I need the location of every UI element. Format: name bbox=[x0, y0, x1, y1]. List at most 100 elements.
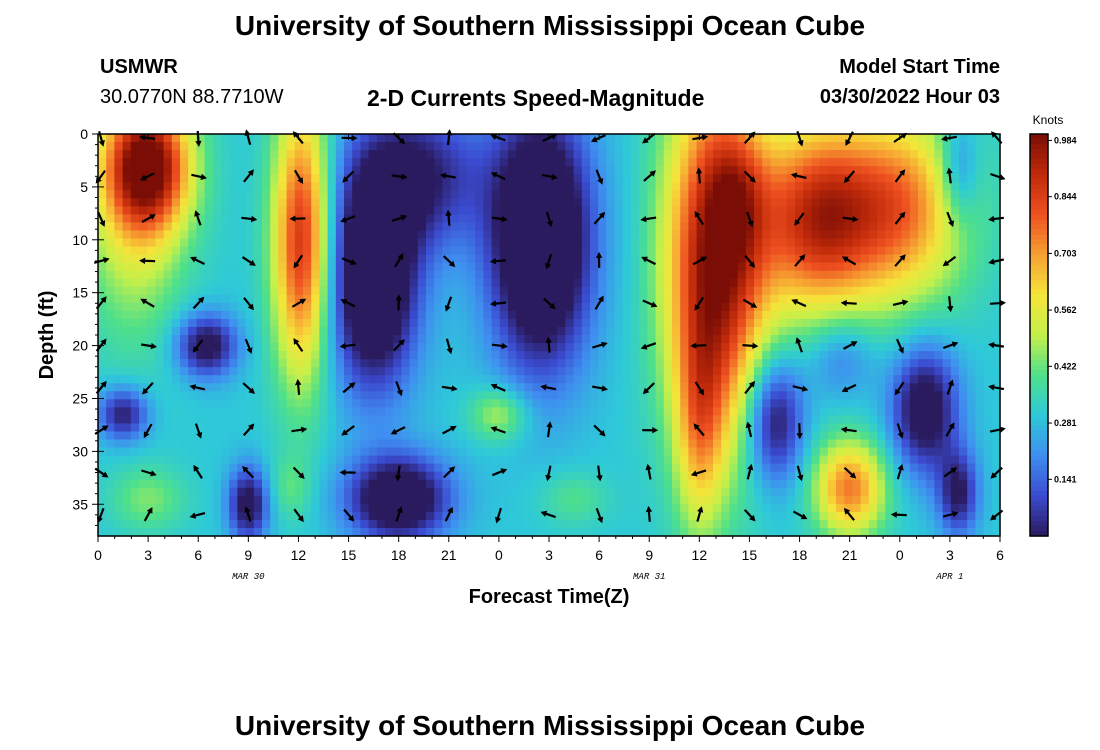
heatmap-cell bbox=[614, 150, 624, 159]
heatmap-cell bbox=[483, 391, 493, 400]
heatmap-cell bbox=[319, 302, 329, 312]
heatmap-cell bbox=[909, 399, 919, 408]
heatmap-cell bbox=[516, 479, 525, 489]
heatmap-cell bbox=[262, 495, 271, 505]
heatmap-cell bbox=[622, 359, 632, 368]
heatmap-cell bbox=[877, 375, 886, 384]
heatmap-cell bbox=[262, 447, 271, 457]
heatmap-cell bbox=[385, 423, 394, 433]
heatmap-cell bbox=[877, 270, 886, 280]
heatmap-cell bbox=[475, 294, 484, 304]
heatmap-cell bbox=[352, 359, 361, 368]
heatmap-cell bbox=[499, 310, 509, 320]
heatmap-cell bbox=[327, 455, 337, 465]
heatmap-cell bbox=[614, 302, 624, 312]
heatmap-cell bbox=[663, 158, 673, 167]
heatmap-cell bbox=[688, 343, 698, 352]
heatmap-cell bbox=[754, 278, 763, 288]
heatmap-cell bbox=[540, 463, 550, 473]
heatmap-cell bbox=[622, 294, 632, 304]
heatmap-cell bbox=[704, 423, 714, 433]
heatmap-cell bbox=[368, 158, 378, 167]
heatmap-cell bbox=[672, 335, 681, 344]
heatmap-cell bbox=[540, 318, 550, 328]
heatmap-cell bbox=[983, 399, 993, 408]
heatmap-cell bbox=[294, 359, 304, 368]
heatmap-cell bbox=[549, 310, 558, 320]
heatmap-cell bbox=[959, 206, 968, 215]
heatmap-cell bbox=[614, 214, 624, 224]
heatmap-cell bbox=[762, 198, 771, 207]
heatmap-cell bbox=[98, 166, 107, 175]
heatmap-cell bbox=[139, 487, 148, 497]
heatmap-cell bbox=[770, 487, 780, 497]
heatmap-cell bbox=[622, 262, 632, 272]
heatmap-cell bbox=[934, 318, 944, 328]
heatmap-cell bbox=[442, 230, 452, 240]
heatmap-cell bbox=[942, 254, 952, 264]
heatmap-cell bbox=[516, 318, 525, 328]
heatmap-cell bbox=[508, 262, 517, 272]
heatmap-cell bbox=[844, 222, 853, 232]
heatmap-cell bbox=[680, 134, 689, 143]
heatmap-cell bbox=[573, 447, 583, 457]
heatmap-cell bbox=[262, 399, 271, 408]
heatmap-cell bbox=[385, 174, 394, 183]
heatmap-cell bbox=[639, 415, 648, 425]
heatmap-cell bbox=[335, 254, 345, 264]
heatmap-cell bbox=[868, 335, 878, 344]
heatmap-cell bbox=[434, 294, 443, 304]
heatmap-cell bbox=[442, 238, 452, 248]
heatmap-cell bbox=[934, 447, 944, 457]
heatmap-cell bbox=[795, 487, 804, 497]
heatmap-cell bbox=[540, 214, 550, 224]
heatmap-cell bbox=[221, 479, 230, 489]
heatmap-cell bbox=[163, 190, 173, 199]
heatmap-cell bbox=[901, 222, 911, 232]
heatmap-cell bbox=[795, 174, 804, 183]
heatmap-cell bbox=[212, 174, 222, 183]
heatmap-cell bbox=[860, 286, 870, 296]
heatmap-cell bbox=[926, 174, 935, 183]
heatmap-cell bbox=[647, 335, 657, 344]
heatmap-cell bbox=[877, 367, 886, 376]
heatmap-cell bbox=[959, 471, 968, 481]
heatmap-cell bbox=[557, 391, 566, 400]
heatmap-cell bbox=[836, 431, 845, 441]
heatmap-cell bbox=[335, 174, 345, 183]
heatmap-cell bbox=[745, 351, 755, 360]
heatmap-cell bbox=[475, 206, 484, 215]
heatmap-cell bbox=[106, 262, 115, 272]
heatmap-cell bbox=[360, 270, 370, 280]
heatmap-cell bbox=[852, 367, 862, 376]
heatmap-cell bbox=[909, 343, 919, 352]
heatmap-cell bbox=[565, 190, 575, 199]
heatmap-cell bbox=[212, 262, 222, 272]
heatmap-cell bbox=[680, 310, 689, 320]
heatmap-cell bbox=[696, 423, 706, 433]
heatmap-cell bbox=[745, 310, 755, 320]
heatmap-cell bbox=[237, 238, 247, 248]
heatmap-cell bbox=[778, 302, 788, 312]
heatmap-cell bbox=[975, 286, 985, 296]
heatmap-cell bbox=[614, 262, 624, 272]
heatmap-cell bbox=[155, 455, 165, 465]
heatmap-cell bbox=[745, 270, 755, 280]
heatmap-cell bbox=[458, 343, 468, 352]
heatmap-cell bbox=[729, 158, 739, 167]
heatmap-cell bbox=[540, 439, 550, 449]
heatmap-cell bbox=[721, 351, 730, 360]
heatmap-cell bbox=[262, 222, 271, 232]
heatmap-cell bbox=[204, 278, 214, 288]
heatmap-cell bbox=[188, 222, 197, 232]
heatmap-cell bbox=[680, 174, 689, 183]
heatmap-cell bbox=[688, 455, 698, 465]
heatmap-cell bbox=[975, 198, 985, 207]
heatmap-cell bbox=[106, 254, 115, 264]
heatmap-cell bbox=[581, 142, 591, 151]
heatmap-cell bbox=[188, 423, 197, 433]
heatmap-cell bbox=[778, 142, 788, 151]
heatmap-cell bbox=[491, 479, 501, 489]
heatmap-cell bbox=[122, 150, 132, 159]
heatmap-cell bbox=[729, 455, 739, 465]
